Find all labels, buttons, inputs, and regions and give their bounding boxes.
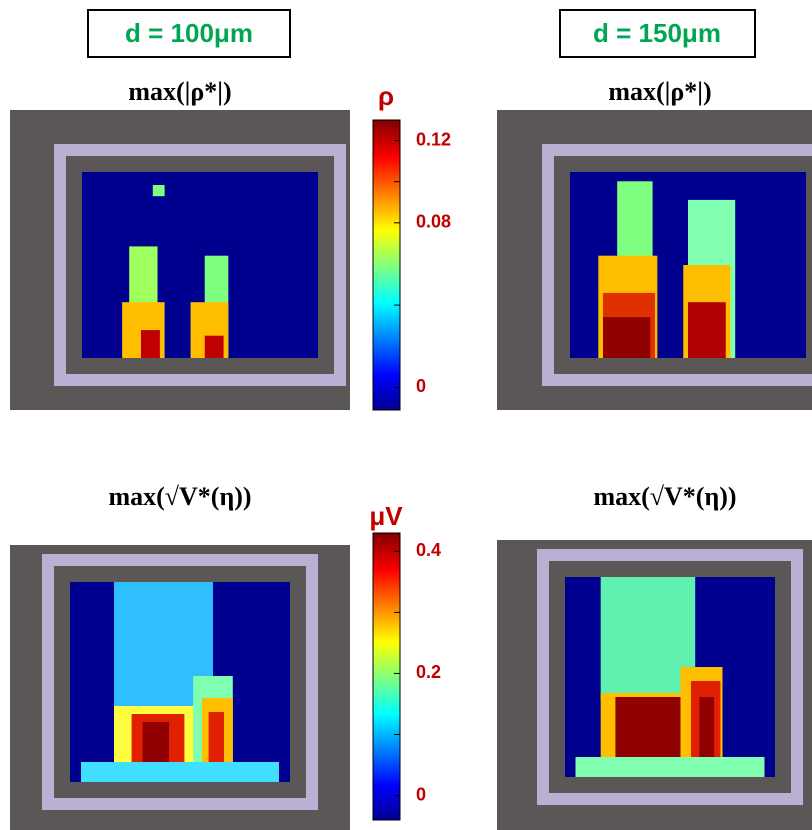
- heatmap-region: [575, 757, 765, 777]
- colorbar-tick-label: 0.12: [416, 129, 451, 149]
- colorbar-tick-label: 0.4: [416, 540, 441, 560]
- heatmap-region: [600, 577, 696, 701]
- heatmap-region: [204, 335, 224, 358]
- chip-frame: [537, 549, 803, 805]
- heatmap-region: [699, 697, 715, 757]
- panel-label: d = 150μm: [593, 18, 721, 48]
- colorbar-tick-label: 0.08: [416, 212, 451, 232]
- panel-title: max(√V*(η)): [108, 482, 251, 511]
- heatmap-region: [208, 712, 224, 762]
- chip-frame: [54, 144, 346, 386]
- chip-frame: [542, 144, 812, 386]
- panel-label: d = 100μm: [125, 18, 253, 48]
- colorbar-tick-label: 0: [416, 784, 426, 804]
- colorbar-label: μV: [369, 501, 403, 531]
- colorbar: [372, 532, 401, 821]
- label-box: [559, 9, 756, 58]
- panel-title: max(|ρ*|): [608, 77, 711, 106]
- panel-title: max(|ρ*|): [128, 77, 231, 106]
- label-box: [87, 9, 291, 58]
- panel-title: max(√V*(η)): [593, 482, 736, 511]
- colorbar-tick-label: 0: [416, 376, 426, 396]
- heatmap-region: [688, 302, 726, 358]
- heatmap-region: [152, 185, 165, 197]
- colorbar-tick-label: 0.2: [416, 662, 441, 682]
- chip-frame: [42, 554, 318, 810]
- heatmap-region: [81, 762, 279, 782]
- colorbar-label: ρ: [378, 81, 394, 111]
- heatmap-region: [141, 330, 160, 358]
- heatmap-region: [142, 722, 169, 762]
- colorbar: [372, 119, 401, 411]
- heatmap-region: [603, 317, 651, 358]
